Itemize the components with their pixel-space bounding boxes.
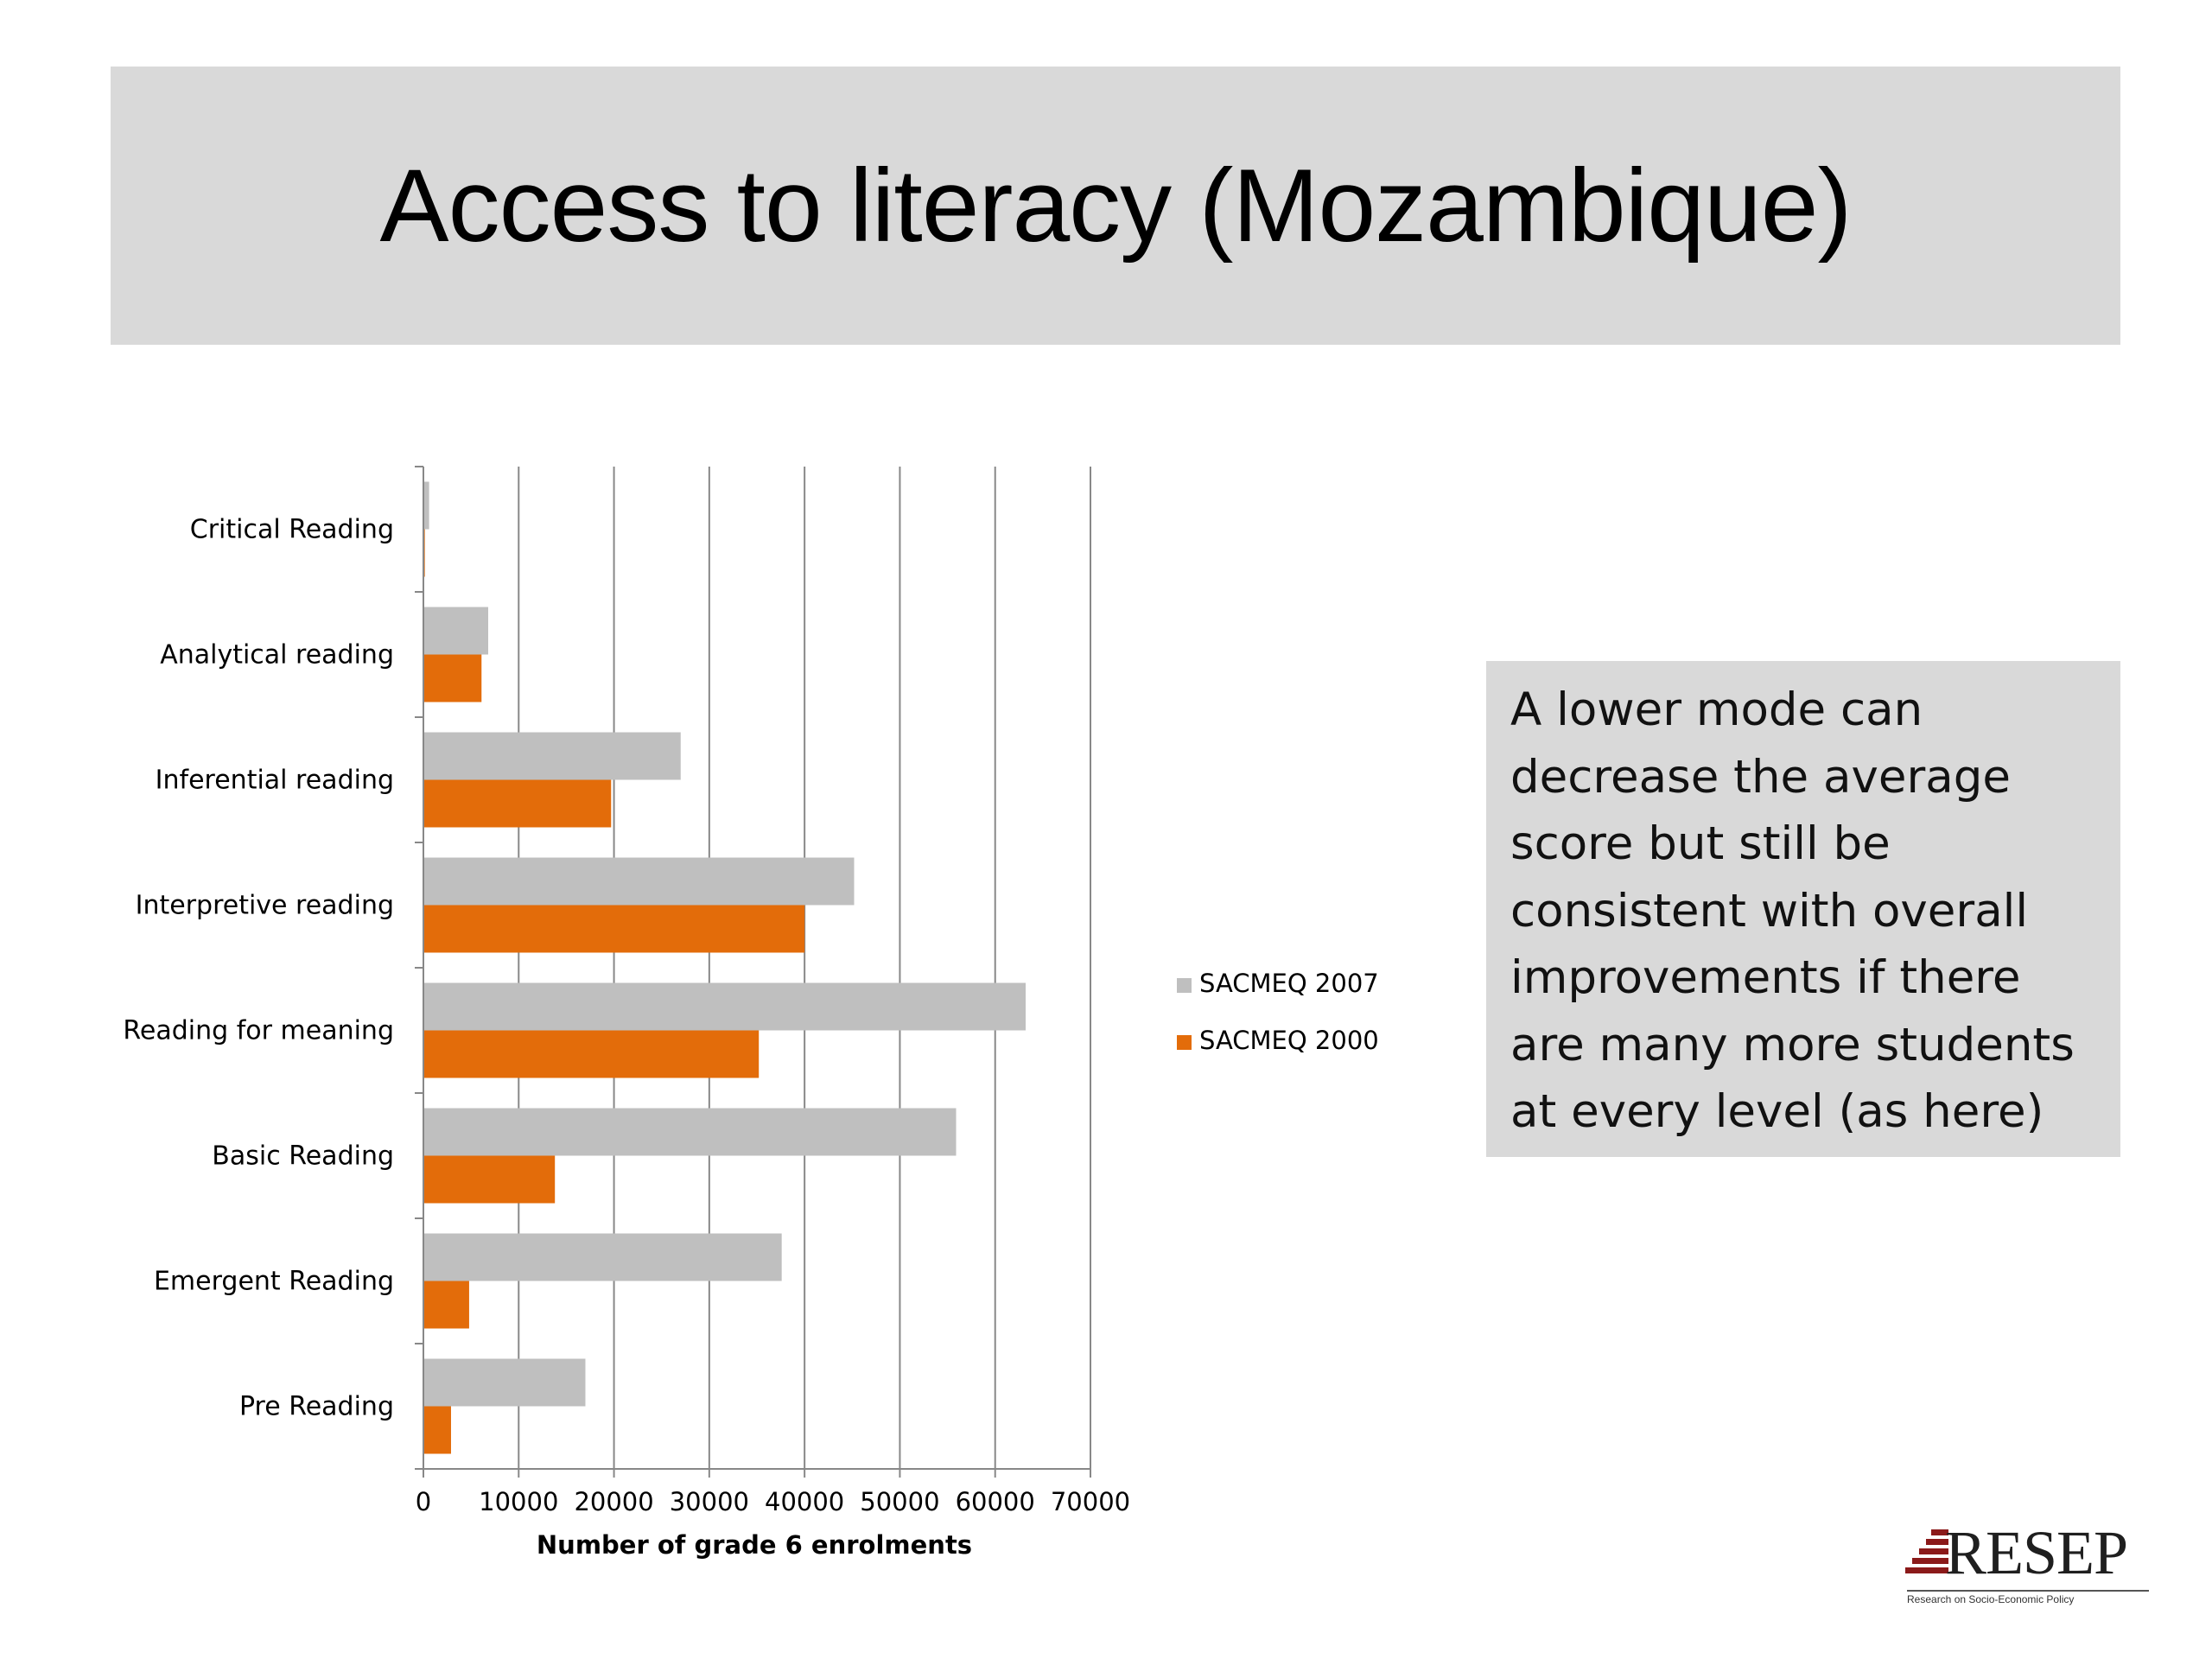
bar-2000 [423, 905, 805, 953]
resep-logo: RESEP Research on Socio-Economic Policy [1905, 1518, 2149, 1607]
category-label: Interpretive reading [136, 891, 394, 921]
slide-title: Access to literacy (Mozambique) [379, 148, 1853, 264]
gridlines [518, 467, 1091, 1469]
callout-text: A lower mode can decrease the average sc… [1510, 683, 2075, 1138]
logo-wordmark: RESEP [1945, 1518, 2128, 1587]
x-tick-label: 20000 [574, 1487, 653, 1516]
legend-label: SACMEQ 2007 [1199, 969, 1379, 998]
x-tick-label: 70000 [1051, 1487, 1130, 1516]
bar-2007 [423, 1233, 782, 1281]
bar-2007 [423, 982, 1027, 1031]
bar-2000 [423, 779, 612, 828]
category-label: Analytical reading [160, 640, 394, 671]
legend-swatch [1177, 978, 1192, 993]
x-tick-labels: 0 10000 20000 30000 40000 50000 60000 70000 [416, 1487, 1130, 1516]
bar-2007 [423, 732, 681, 780]
axes [415, 466, 1091, 1478]
bar-2007 [423, 1358, 586, 1407]
category-label: Basic Reading [212, 1141, 394, 1172]
x-tick-label: 10000 [479, 1487, 558, 1516]
bar-2007 [423, 607, 488, 655]
bar-2007 [423, 481, 429, 530]
callout-box: A lower mode can decrease the average sc… [1486, 661, 2120, 1157]
legend-label: SACMEQ 2000 [1199, 1026, 1379, 1055]
x-tick-label: 50000 [860, 1487, 939, 1516]
category-label: Pre Reading [239, 1392, 394, 1422]
bars [423, 481, 1027, 1454]
bar-2000 [423, 1030, 760, 1078]
bar-2007 [423, 857, 855, 906]
x-axis-label: Number of grade 6 enrolments [537, 1530, 972, 1560]
x-tick-label: 40000 [765, 1487, 844, 1516]
category-labels: Critical Reading Analytical reading Infere… [123, 515, 394, 1422]
x-tick-label: 60000 [956, 1487, 1035, 1516]
x-tick-label: 0 [416, 1487, 431, 1516]
bar-2000 [423, 654, 482, 702]
x-tick-label: 30000 [670, 1487, 749, 1516]
title-band: Access to literacy (Mozambique) [111, 67, 2120, 345]
bar-2000 [423, 1281, 469, 1329]
logo-stairs-icon [1905, 1529, 1948, 1573]
category-label: Critical Reading [190, 515, 394, 545]
category-label: Inferential reading [156, 766, 394, 796]
legend: SACMEQ 2007 SACMEQ 2000 [1177, 969, 1379, 1055]
legend-swatch [1177, 1035, 1192, 1050]
bar-2000 [423, 1155, 556, 1204]
logo-subtitle: Research on Socio-Economic Policy [1907, 1590, 2149, 1605]
bar-2000 [423, 1406, 451, 1454]
bar-2007 [423, 1108, 957, 1156]
category-label: Emergent Reading [154, 1267, 394, 1297]
category-label: Reading for meaning [123, 1016, 394, 1046]
